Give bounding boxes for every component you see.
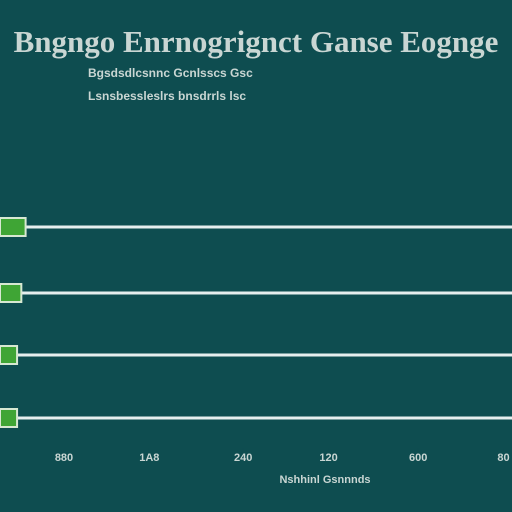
x-tick-label: 240 (234, 452, 252, 464)
chart-title: Bngngo Enrnogrignct Ganse Eognge (14, 24, 499, 59)
x-tick-label: 120 (319, 452, 337, 464)
bar (0, 283, 23, 303)
x-tick-label: 80 (497, 452, 509, 464)
x-tick-label: 1A8 (139, 452, 159, 464)
bar (0, 408, 19, 428)
x-tick-label: 600 (409, 452, 427, 464)
bar (0, 217, 27, 237)
x-axis-label: Nshhinl Gsnnnds (279, 474, 370, 486)
bar (0, 345, 19, 365)
x-tick-label: 880 (55, 452, 73, 464)
subtitle: Lsnsbessleslrs bnsdrrls lsc (88, 89, 246, 103)
subtitle: Bgsdsdlcsnnc Gcnlsscs Gsc (88, 66, 253, 80)
